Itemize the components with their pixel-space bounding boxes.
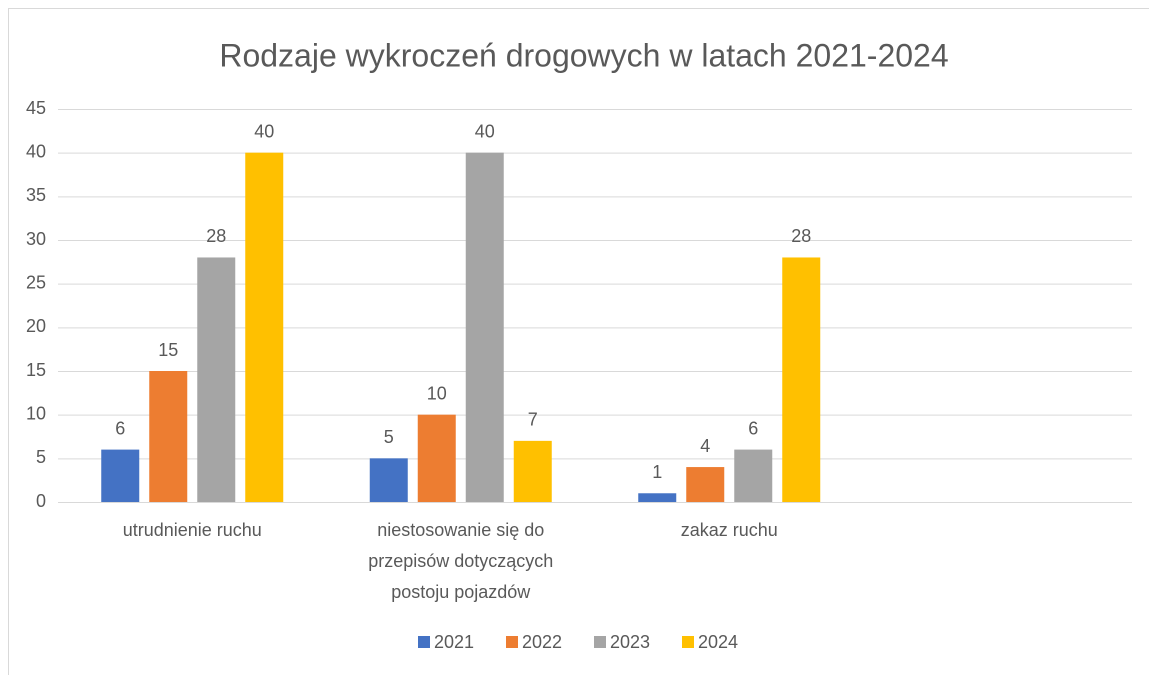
legend-swatch (506, 636, 518, 648)
data-label: 7 (528, 410, 538, 430)
chart-frame (8, 8, 1149, 675)
y-tick-label: 20 (26, 316, 46, 336)
bar (782, 257, 821, 502)
data-label: 6 (748, 418, 758, 438)
bar (417, 414, 456, 502)
bar (245, 152, 284, 502)
data-label: 28 (791, 226, 811, 246)
bar (149, 371, 188, 502)
bar (513, 440, 552, 502)
data-label: 4 (700, 436, 710, 456)
data-label: 6 (115, 418, 125, 438)
bar (686, 467, 725, 502)
y-tick-label: 30 (26, 229, 46, 249)
data-label: 40 (254, 121, 274, 141)
legend-label: 2023 (610, 632, 650, 652)
bar (101, 449, 140, 502)
legend-label: 2021 (434, 632, 474, 652)
data-label: 15 (158, 340, 178, 360)
bar (465, 152, 504, 502)
legend-swatch (594, 636, 606, 648)
y-tick-label: 5 (36, 447, 46, 467)
x-tick-label: niestosowanie się do przepisów dotyczący… (368, 520, 554, 602)
bar (638, 493, 677, 502)
x-tick-label: utrudnienie ruchu (122, 520, 262, 540)
chart-title: Rodzaje wykroczeń drogowych w latach 202… (219, 37, 948, 73)
bar (369, 458, 408, 502)
data-label: 40 (475, 121, 495, 141)
x-tick-label: zakaz ruchu (680, 520, 778, 540)
legend-label: 2022 (522, 632, 562, 652)
legend-label: 2024 (698, 632, 738, 652)
data-label: 28 (206, 226, 226, 246)
bar (197, 257, 236, 502)
data-label: 1 (652, 462, 662, 482)
y-tick-label: 40 (26, 141, 46, 161)
y-tick-label: 15 (26, 360, 46, 380)
data-label: 10 (427, 383, 447, 403)
legend-swatch (418, 636, 430, 648)
y-tick-label: 0 (36, 491, 46, 511)
y-tick-label: 35 (26, 185, 46, 205)
bar (734, 449, 773, 502)
legend-swatch (682, 636, 694, 648)
data-label: 5 (384, 427, 394, 447)
y-tick-label: 25 (26, 272, 46, 292)
y-tick-label: 10 (26, 403, 46, 423)
y-tick-label: 45 (26, 98, 46, 118)
